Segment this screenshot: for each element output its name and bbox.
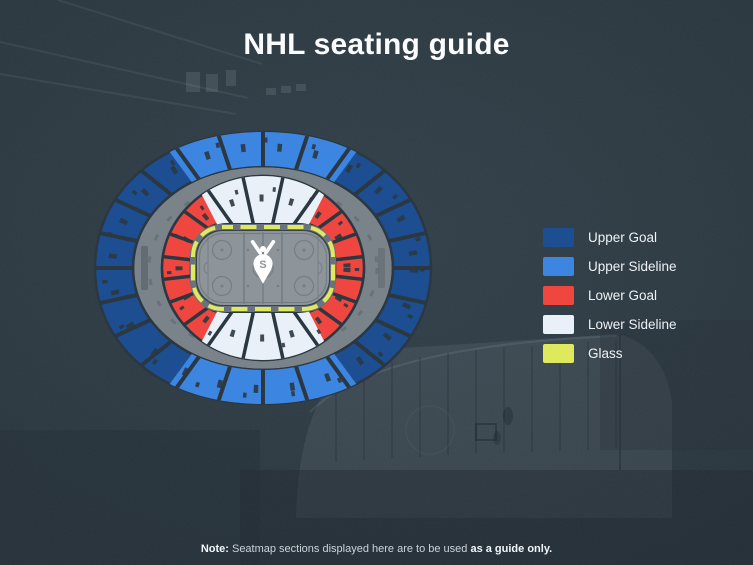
upper-goal-swatch	[543, 228, 574, 247]
concourse-sponsor-strip-right	[378, 248, 385, 288]
upper-ring-aisles	[95, 132, 431, 404]
venue-pin-logo: S	[250, 239, 276, 284]
legend-label: Lower Sideline	[588, 317, 677, 332]
legend: Upper Goal Upper Sideline Lower Goal Low…	[543, 228, 677, 373]
note-prefix: Note:	[200, 543, 229, 555]
concourse-sponsor-strip-left	[141, 246, 148, 290]
seatmap-svg: S	[93, 130, 433, 406]
glass-sections	[191, 225, 335, 311]
legend-item-lower-sideline: Lower Sideline	[543, 315, 677, 334]
seatmap: S	[93, 128, 433, 408]
legend-item-upper-goal: Upper Goal	[543, 228, 677, 247]
legend-label: Lower Goal	[588, 288, 658, 303]
legend-item-glass: Glass	[543, 344, 677, 363]
note-body: Seatmap sections displayed here are to b…	[228, 543, 471, 555]
legend-label: Upper Sideline	[588, 259, 677, 274]
lower-goal-swatch	[543, 286, 574, 305]
lower-sideline-swatch	[543, 315, 574, 334]
upper-sideline-swatch	[543, 257, 574, 276]
concourse-section-labels	[147, 180, 379, 356]
page-title: NHL seating guide	[243, 28, 510, 61]
note-suffix: as a guide only.	[470, 543, 553, 555]
pin-tail	[254, 269, 272, 284]
pin-letter: S	[259, 259, 266, 271]
legend-item-lower-goal: Lower Goal	[543, 286, 677, 305]
cheering-fan-arms	[250, 239, 276, 255]
glass-swatch	[543, 344, 574, 363]
legend-item-upper-sideline: Upper Sideline	[543, 257, 677, 276]
fan-head	[260, 246, 266, 252]
lower-bowl-aisles	[162, 176, 364, 360]
footer-note: Note: Seatmap sections displayed here ar…	[0, 543, 753, 555]
legend-label: Upper Goal	[588, 230, 658, 245]
legend-label: Glass	[588, 346, 623, 361]
pin-circle	[253, 254, 273, 274]
